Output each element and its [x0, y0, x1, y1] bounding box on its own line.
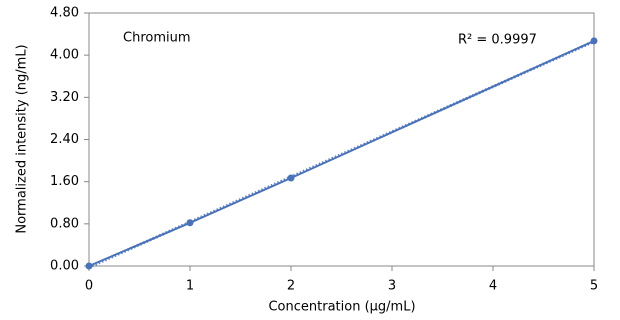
y-tick-label: 0.00 — [50, 259, 79, 274]
x-tick-label: 3 — [388, 279, 396, 294]
series-line — [88, 40, 595, 267]
y-tick-label: 4.80 — [50, 6, 79, 21]
x-tick-label: 1 — [186, 279, 194, 294]
x-tick-label: 0 — [85, 279, 93, 294]
y-tick-label: 2.40 — [50, 132, 79, 147]
y-tick-label: 1.60 — [50, 174, 79, 189]
x-tick-label: 4 — [489, 279, 497, 294]
data-point — [287, 174, 295, 182]
annotation: R² = 0.9997 — [458, 33, 537, 48]
y-tick-label: 3.20 — [50, 90, 79, 105]
annotation: Chromium — [123, 31, 191, 46]
y-tick-label: 4.00 — [50, 48, 79, 63]
x-tick-label: 2 — [287, 279, 295, 294]
y-tick-label: 0.80 — [50, 216, 79, 231]
x-tick-label: 5 — [590, 279, 598, 294]
x-axis-title: Concentration (µg/mL) — [268, 300, 415, 315]
plot-frame — [88, 12, 595, 267]
y-axis-title: Normalized intensity (ng/mL) — [15, 44, 30, 233]
data-point — [590, 37, 598, 45]
data-point — [85, 262, 93, 270]
data-point — [186, 219, 194, 227]
